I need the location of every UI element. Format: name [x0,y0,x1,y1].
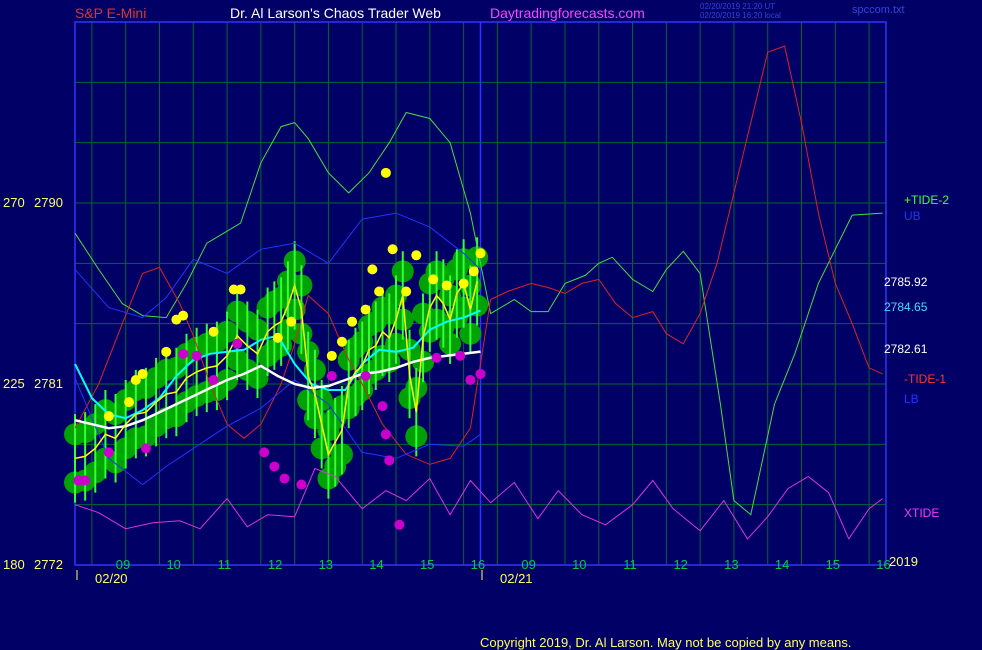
file-name: spccom.txt [852,4,905,16]
right-series-label: +TIDE-2 [904,193,949,207]
x-hour-tick-label: 10 [166,557,180,572]
series-line-tide-2 [74,111,883,516]
y-tick-index-label: 270 [3,195,25,210]
x-hour-tick-label: 13 [724,557,738,572]
y-tick-price-label: 2772 [34,557,63,572]
x-hour-tick-label: 10 [572,557,586,572]
x-hour-tick-label: 13 [319,557,333,572]
right-series-label: 2784.65 [884,300,928,314]
x-hour-tick-label: 12 [673,557,687,572]
copyright: Copyright 2019, Dr. Al Larson. May not b… [480,635,852,650]
pivot-low-dot [80,475,91,486]
instrument-title: S&P E-Mini [75,5,147,21]
pivot-high-dot [428,274,439,285]
x-hour-tick-label: 16 [471,557,485,572]
series-line-tide-1 [74,45,883,465]
x-hour-tick-label: 09 [521,557,535,572]
pivot-low-dot [380,429,391,440]
pivot-low-dot [431,352,442,363]
pivot-low-dot [259,447,270,458]
pivot-high-dot [374,286,385,297]
pivot-high-dot [286,316,297,327]
pivot-high-dot [272,332,283,343]
pivot-low-dot [360,370,371,381]
pivot-low-dot [269,461,280,472]
site-title: Dr. Al Larson's Chaos Trader Web [230,5,441,21]
pivot-high-dot [235,284,246,295]
right-series-label: 2782.61 [884,342,928,356]
pivot-low-dot [296,479,307,490]
axis-labels-layer: 270 2790 225 2781 180 2772 09 10 11 12 13 14 15 16 09 1… [3,195,918,586]
x-hour-tick-label: 11 [218,557,232,572]
pivot-high-dot [411,250,422,261]
series-line-xtide [74,467,883,540]
right-series-label: XTIDE [904,506,939,520]
pivot-high-dot [401,286,412,297]
pivot-low-dot [103,447,114,458]
timestamp-local: 02/20/2019 16:20 local [700,11,781,20]
series-line-ma-slow [74,350,481,430]
pivot-low-dot [394,519,405,530]
year-label: 2019 [889,554,918,569]
x-hour-tick-label: 11 [623,557,637,572]
pivot-high-dot [130,374,141,385]
pivot-low-dot [326,370,337,381]
series-line-ub [74,212,481,319]
pivot-low-dot [465,374,476,385]
pivot-high-dot [103,411,114,422]
pivot-low-dot [232,338,243,349]
x-hour-tick-label: 16 [876,557,890,572]
pivot-high-dot [347,316,358,327]
timestamp-utc: 02/20/2019 21:20 UT [700,2,776,11]
pivot-low-dot [455,350,466,361]
y-tick-price-label: 2790 [34,195,63,210]
y-tick-index-label: 225 [3,376,25,391]
pivot-high-dot [367,264,378,275]
pivot-high-dot [475,248,486,259]
right-series-label: -TIDE-1 [904,372,946,386]
pivot-low-dot [475,368,486,379]
pivot-high-dot [387,244,398,255]
site-url-link[interactable]: Daytradingforecasts.com [490,5,645,21]
x-date-label: 02/20 [95,571,128,586]
pivot-high-dot [336,336,347,347]
pivot-low-dot [384,455,395,466]
y-tick-price-label: 2781 [34,376,63,391]
pivot-high-dot [124,397,135,408]
pivot-low-dot [191,350,202,361]
x-hour-tick-label: 14 [775,557,789,572]
right-labels-layer: +TIDE-2 UB 2785.92 2784.65 2782.61 -TIDE-1 LB X… [884,193,949,520]
pivot-high-dot [468,266,479,277]
pivot-high-dot [161,346,172,357]
pivot-high-dot [178,310,189,321]
x-hour-tick-label: 12 [268,557,282,572]
pivot-low-dot [377,401,388,412]
x-date-label: 02/21 [500,571,533,586]
right-series-label: 2785.92 [884,275,928,289]
pivot-low-dot [178,348,189,359]
x-hour-tick-label: 15 [420,557,434,572]
pivot-low-dot [208,374,219,385]
pivot-high-dot [360,304,371,315]
x-hour-tick-label: 15 [826,557,840,572]
pivot-high-dot [458,278,469,289]
series-line-lb [74,377,481,486]
y-tick-index-label: 180 [3,557,25,572]
pivot-dots-layer [73,167,486,530]
pivot-high-dot [137,368,148,379]
right-series-label: LB [904,392,919,406]
pivot-low-dot [140,443,151,454]
pivot-high-dot [326,350,337,361]
x-hour-tick-label: 09 [116,557,130,572]
x-hour-tick-label: 14 [369,557,383,572]
grid-layer [74,21,887,566]
pivot-high-dot [208,326,219,337]
pivot-low-dot [279,473,290,484]
right-series-label: UB [904,209,921,223]
pivot-high-dot [441,280,452,291]
series-line-price [74,281,478,460]
pivot-high-dot [380,167,391,178]
